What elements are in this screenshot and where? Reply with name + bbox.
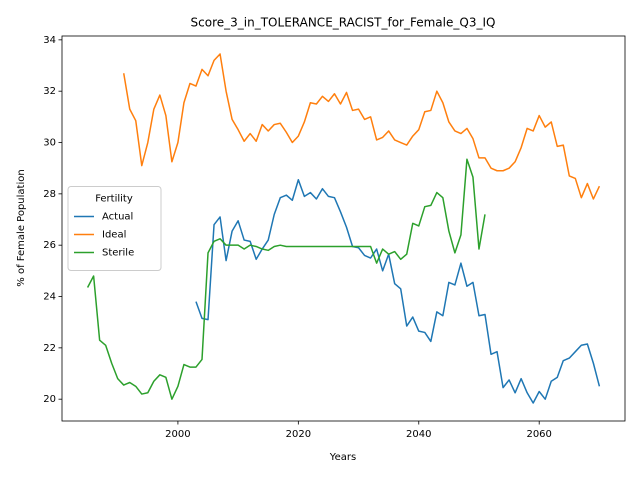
y-tick-label: 32 xyxy=(43,86,56,97)
y-tick-label: 22 xyxy=(43,343,56,354)
plot-frame xyxy=(61,35,626,422)
legend-label: Ideal xyxy=(102,230,126,241)
legend-label: Actual xyxy=(102,212,133,223)
y-axis-label: % of Female Population xyxy=(16,169,27,286)
x-tick-label: 2020 xyxy=(286,429,311,440)
legend-title: Fertility xyxy=(95,194,133,205)
y-tick-label: 28 xyxy=(43,189,56,200)
legend-box xyxy=(67,186,162,271)
y-tick-label: 20 xyxy=(43,394,56,405)
x-tick-label: 2000 xyxy=(165,429,190,440)
x-axis-label: Years xyxy=(329,452,356,463)
chart-title: Score_3_in_TOLERANCE_RACIST_for_Female_Q… xyxy=(191,16,496,30)
x-tick-label: 2040 xyxy=(406,429,431,440)
y-tick-label: 34 xyxy=(43,35,56,46)
legend-label: Sterile xyxy=(102,248,134,259)
line-series xyxy=(195,178,601,404)
y-tick-label: 26 xyxy=(43,240,56,251)
line-series xyxy=(122,53,601,200)
x-tick-label: 2060 xyxy=(526,429,551,440)
y-tick-label: 24 xyxy=(43,292,56,303)
line-series xyxy=(86,158,486,400)
y-tick-label: 30 xyxy=(43,138,56,149)
